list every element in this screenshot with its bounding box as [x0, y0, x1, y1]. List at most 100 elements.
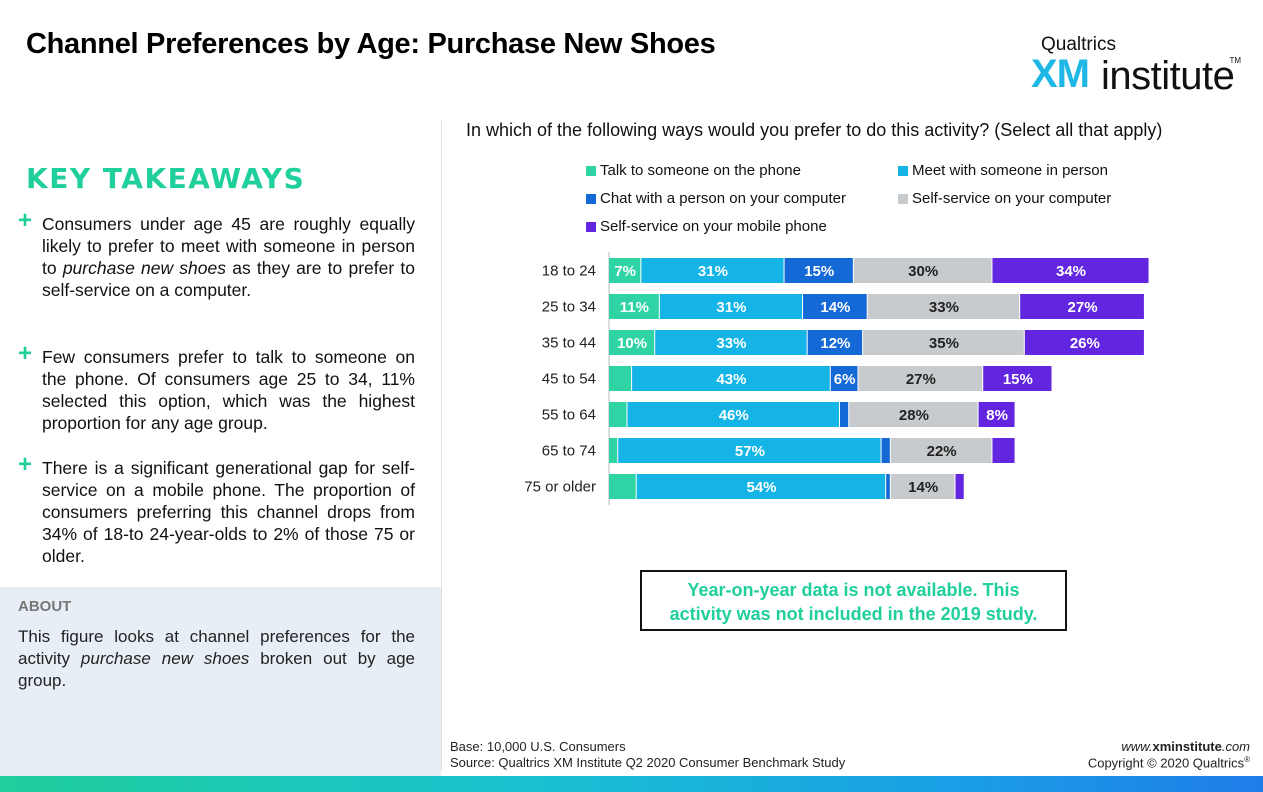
data-label: 34%: [1056, 263, 1086, 280]
legend-label: Talk to someone on the phone: [600, 162, 801, 179]
legend-label: Self-service on your computer: [912, 190, 1112, 207]
bar-segment: [881, 438, 890, 463]
bar-segment: [636, 474, 886, 499]
bar-segment: [609, 294, 659, 319]
takeaway-text: There is a significant generational gap …: [42, 458, 415, 566]
data-label: 10%: [617, 335, 647, 352]
category-label: 25 to 34: [542, 299, 596, 316]
data-label: 15%: [1003, 371, 1033, 388]
legend-label: Meet with someone in person: [912, 162, 1108, 179]
logo-institute-text: institute: [1101, 54, 1235, 98]
key-takeaways-title: KEY TAKEAWAYS: [26, 162, 306, 195]
copyright: Copyright © 2020 Qualtrics®: [1087, 755, 1250, 771]
takeaway-item: + Consumers under age 45 are roughly equ…: [18, 207, 415, 301]
data-label: 12%: [820, 335, 850, 352]
category-label: 35 to 44: [542, 335, 596, 352]
bar-segment: [655, 330, 807, 355]
note-box: Year-on-year data is not available. This…: [640, 570, 1067, 631]
takeaway-text: Few consumers prefer to talk to someone …: [42, 347, 415, 433]
bar-segment: [609, 438, 618, 463]
bar-segment: [978, 402, 1015, 427]
bar-segment: [890, 438, 992, 463]
bar-segment: [659, 294, 803, 319]
bar-segment: [853, 258, 992, 283]
data-label: 27%: [906, 371, 936, 388]
data-label: 22%: [927, 443, 957, 460]
legend-item-chat: Chat with a person on your computer: [586, 190, 846, 207]
data-label: 15%: [804, 263, 834, 280]
source-note: Source: Qualtrics XM Institute Q2 2020 C…: [450, 755, 846, 770]
bar-segment: [803, 294, 867, 319]
data-label: 33%: [929, 299, 959, 316]
note-text: Year-on-year data is not available. This…: [642, 578, 1065, 626]
data-label: 14%: [908, 479, 938, 496]
data-label: 27%: [1068, 299, 1098, 316]
data-label: 7%: [614, 263, 636, 280]
bar-segment: [1020, 294, 1144, 319]
website-link[interactable]: www.xminstitute.com: [1121, 739, 1250, 754]
bar-segment: [849, 402, 978, 427]
legend-item-in-person: Meet with someone in person: [898, 162, 1108, 179]
bar-segment: [886, 474, 890, 499]
bar-segment: [867, 294, 1020, 319]
bar-segment: [863, 330, 1024, 355]
xm-institute-logo: Qualtrics XM institute TM: [1031, 34, 1241, 98]
data-label: 8%: [986, 407, 1008, 424]
category-label: 65 to 74: [542, 443, 596, 460]
legend-item-phone: Talk to someone on the phone: [586, 162, 801, 179]
page-title: Channel Preferences by Age: Purchase New…: [26, 28, 716, 60]
category-label: 18 to 24: [542, 263, 596, 280]
data-label: 14%: [820, 299, 850, 316]
bar-segment: [641, 258, 784, 283]
bar-segment: [840, 402, 849, 427]
vertical-divider: [441, 120, 442, 770]
data-label: 43%: [716, 371, 746, 388]
data-label: 28%: [899, 407, 929, 424]
bar-segment: [807, 330, 863, 355]
plus-icon: +: [18, 451, 33, 478]
bar-segment: [890, 474, 955, 499]
bar-segment: [609, 474, 636, 499]
takeaway-item: + There is a significant generational ga…: [18, 451, 415, 567]
bar-segment: [983, 366, 1052, 391]
bar-segment: [609, 330, 655, 355]
category-label: 45 to 54: [542, 371, 596, 388]
bar-segment: [618, 438, 881, 463]
bar-segment: [609, 258, 641, 283]
plus-icon: +: [18, 340, 33, 367]
legend-item-self-service-mobile: Self-service on your mobile phone: [586, 218, 827, 235]
bar-segment: [609, 402, 627, 427]
bar-segment: [992, 258, 1149, 283]
data-label: 30%: [908, 263, 938, 280]
category-label: 75 or older: [524, 479, 596, 496]
bar-segment: [609, 366, 632, 391]
bar-segment: [784, 258, 853, 283]
bar-segment: [992, 438, 1015, 463]
legend-swatch: [898, 165, 908, 176]
legend-swatch: [586, 165, 596, 176]
data-label: 26%: [1070, 335, 1100, 352]
plus-icon: +: [18, 207, 33, 234]
data-label: 6%: [834, 371, 856, 388]
about-title: ABOUT: [18, 598, 72, 615]
about-panel: [0, 587, 441, 777]
bar-segment: [627, 402, 839, 427]
logo-trademark: TM: [1229, 56, 1241, 65]
bar-segment: [858, 366, 983, 391]
legend-label: Chat with a person on your computer: [600, 190, 846, 207]
bar-segment: [830, 366, 858, 391]
data-label: 31%: [716, 299, 746, 316]
legend-swatch: [586, 221, 596, 232]
note-line: activity was not included in the 2019 st…: [669, 604, 1038, 624]
bar-segment: [955, 474, 964, 499]
takeaway-text: Consumers under age 45 are roughly equal…: [42, 214, 415, 300]
data-label: 46%: [719, 407, 749, 424]
legend-swatch: [898, 193, 908, 204]
survey-question: In which of the following ways would you…: [466, 120, 1163, 140]
data-label: 31%: [698, 263, 728, 280]
legend-item-self-service-computer: Self-service on your computer: [898, 190, 1111, 207]
logo-xm-text: XM: [1031, 52, 1090, 96]
takeaway-item: + Few consumers prefer to talk to someon…: [18, 340, 415, 434]
logo-qualtrics-text: Qualtrics: [1041, 34, 1116, 55]
